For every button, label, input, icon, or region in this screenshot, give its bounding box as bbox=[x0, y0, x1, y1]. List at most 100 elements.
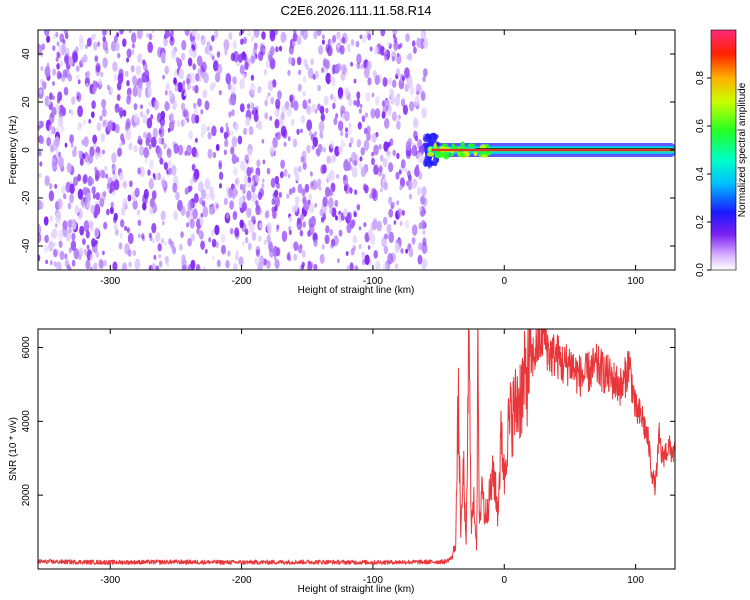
spectrogram-noise-blob bbox=[96, 122, 102, 132]
spectrogram-noise-blob bbox=[394, 242, 400, 253]
spectrogram-noise-blob bbox=[255, 249, 260, 257]
spectrogram-noise-blob bbox=[293, 204, 298, 213]
spectrogram-noise-blob bbox=[347, 211, 352, 222]
spectrogram-noise-blob bbox=[270, 177, 276, 188]
spectrogram-noise-blob bbox=[85, 230, 90, 239]
spectrogram-noise-blob bbox=[420, 195, 426, 205]
spectrogram-noise-blob bbox=[259, 255, 265, 265]
spectrogram-noise-blob bbox=[93, 85, 98, 92]
spectrogram-noise-blob bbox=[99, 169, 105, 179]
spectrogram-noise-blob bbox=[331, 154, 337, 163]
spectrogram-noise-blob bbox=[255, 109, 258, 115]
spectrogram-noise-blob bbox=[82, 119, 87, 126]
spectrogram-noise-blob bbox=[200, 131, 205, 139]
spectrogram-noise-blob bbox=[118, 242, 123, 250]
spectrogram-noise-blob bbox=[214, 30, 219, 39]
spectrogram-noise-blob bbox=[268, 241, 273, 251]
spectrogram-noise-blob bbox=[396, 200, 400, 206]
spectrogram-noise-blob bbox=[277, 90, 282, 100]
spectrogram-noise-blob bbox=[250, 35, 255, 42]
spectrogram-noise-blob bbox=[132, 75, 137, 86]
spectrogram-noise-blob bbox=[299, 229, 304, 237]
spectrogram-noise-blob bbox=[248, 126, 254, 136]
signal-halo-blob bbox=[433, 142, 438, 150]
spectrogram-noise-blob bbox=[226, 212, 230, 219]
spectrogram-noise-blob bbox=[119, 172, 124, 181]
spectrogram-noise-blob bbox=[102, 40, 108, 51]
spectrogram-noise-blob bbox=[57, 198, 63, 210]
spectrogram-noise-blob bbox=[351, 166, 358, 178]
snr-x-ticks: -300 -200 -100 0 100 bbox=[100, 329, 644, 586]
spectrogram-noise-blob bbox=[385, 233, 389, 240]
spectrogram-noise-blob bbox=[274, 118, 280, 129]
spectrogram-noise-blob bbox=[250, 55, 255, 64]
spectrogram-noise-blob bbox=[302, 161, 307, 170]
spectrogram-noise-blob bbox=[100, 71, 104, 78]
spectrogram-noise-blob bbox=[330, 93, 334, 101]
spectrogram-noise-blob bbox=[191, 113, 197, 124]
spectrogram-noise-blob bbox=[103, 259, 107, 267]
spectrogram-noise-blob bbox=[297, 244, 303, 254]
spectrogram-noise-blob bbox=[356, 91, 361, 99]
spectrogram-noise-blob bbox=[311, 103, 317, 113]
spectrogram-noise-blob bbox=[353, 159, 358, 167]
spectrogram-noise-blob bbox=[293, 100, 299, 111]
spectrogram-noise-blob bbox=[211, 35, 215, 42]
spectrogram-noise-blob bbox=[106, 208, 110, 216]
spectrogram-noise-blob bbox=[275, 247, 281, 257]
spectrogram-noise-blob bbox=[320, 216, 325, 223]
spectrogram-noise-blob bbox=[313, 263, 318, 270]
spectrogram-noise-blob bbox=[147, 169, 151, 176]
spectrogram-noise-blob bbox=[374, 46, 379, 55]
spectrogram-noise-blob bbox=[274, 175, 279, 185]
spectrogram-noise-blob bbox=[257, 120, 263, 130]
spectrogram-noise-blob bbox=[124, 70, 129, 78]
spectrogram-noise-blob bbox=[405, 33, 410, 43]
spectrogram-noise-blob bbox=[187, 147, 191, 153]
spectrogram-noise-blob bbox=[159, 116, 165, 127]
spectrogram-noise-blob bbox=[68, 266, 72, 270]
spectrogram-noise-blob bbox=[197, 98, 202, 107]
spectrogram-noise-blob bbox=[55, 31, 59, 38]
spectrogram-noise-blob bbox=[148, 178, 154, 190]
spectrogram-noise-blob bbox=[383, 216, 388, 226]
spectrogram-noise-blob bbox=[340, 105, 346, 116]
spectrogram-noise-blob bbox=[137, 91, 142, 98]
spectrogram-noise-blob bbox=[68, 56, 74, 66]
spectrogram-noise-blob bbox=[280, 125, 287, 137]
spectrogram-noise-blob bbox=[293, 253, 298, 261]
spectrogram-noise-blob bbox=[321, 34, 325, 40]
spectrogram-noise-blob bbox=[98, 151, 102, 159]
spectrogram-noise-blob bbox=[184, 187, 189, 195]
spectrogram-noise-blob bbox=[373, 144, 379, 156]
snr-y-tick-label: 4000 bbox=[21, 410, 32, 433]
spectrogram-noise-blob bbox=[109, 206, 114, 215]
spectrogram-noise-blob bbox=[416, 164, 419, 170]
spectrogram-noise-blob bbox=[46, 35, 51, 43]
spectrogram-noise-blob bbox=[140, 104, 143, 109]
spectrogram-noise-blob bbox=[286, 106, 292, 117]
spectrogram-noise-blob bbox=[325, 226, 329, 231]
spectrogram-noise-blob bbox=[38, 223, 42, 236]
spectrogram-noise-blob bbox=[147, 86, 152, 94]
spectrogram-noise-blob bbox=[317, 143, 323, 153]
spectrogram-noise-blob bbox=[364, 67, 370, 79]
spectrogram-noise-blob bbox=[69, 193, 74, 204]
spectrogram-noise-blob bbox=[57, 230, 64, 241]
spectrogram-noise-blob bbox=[313, 233, 318, 240]
spectrogram-noise-blob bbox=[47, 98, 52, 106]
spectrogram-noise-blob bbox=[64, 32, 69, 40]
spectrogram-noise-blob bbox=[164, 90, 168, 96]
spectrogram-noise-blob bbox=[170, 36, 174, 42]
spectrogram-noise-blob bbox=[171, 165, 177, 176]
spectrogram-noise-blob bbox=[296, 128, 300, 135]
signal-onset-blob bbox=[424, 156, 428, 162]
signal-halo-blob bbox=[450, 153, 455, 157]
spectrogram-noise-blob bbox=[243, 174, 249, 185]
spectrogram-noise-blob bbox=[316, 30, 322, 37]
spectrogram-noise-blob bbox=[388, 162, 394, 173]
spectrogram-noise-blob bbox=[56, 41, 60, 47]
spectrogram-noise-blob bbox=[163, 162, 168, 170]
spectrogram-noise-blob bbox=[49, 260, 53, 266]
spectrogram-noise-blob bbox=[335, 113, 339, 119]
